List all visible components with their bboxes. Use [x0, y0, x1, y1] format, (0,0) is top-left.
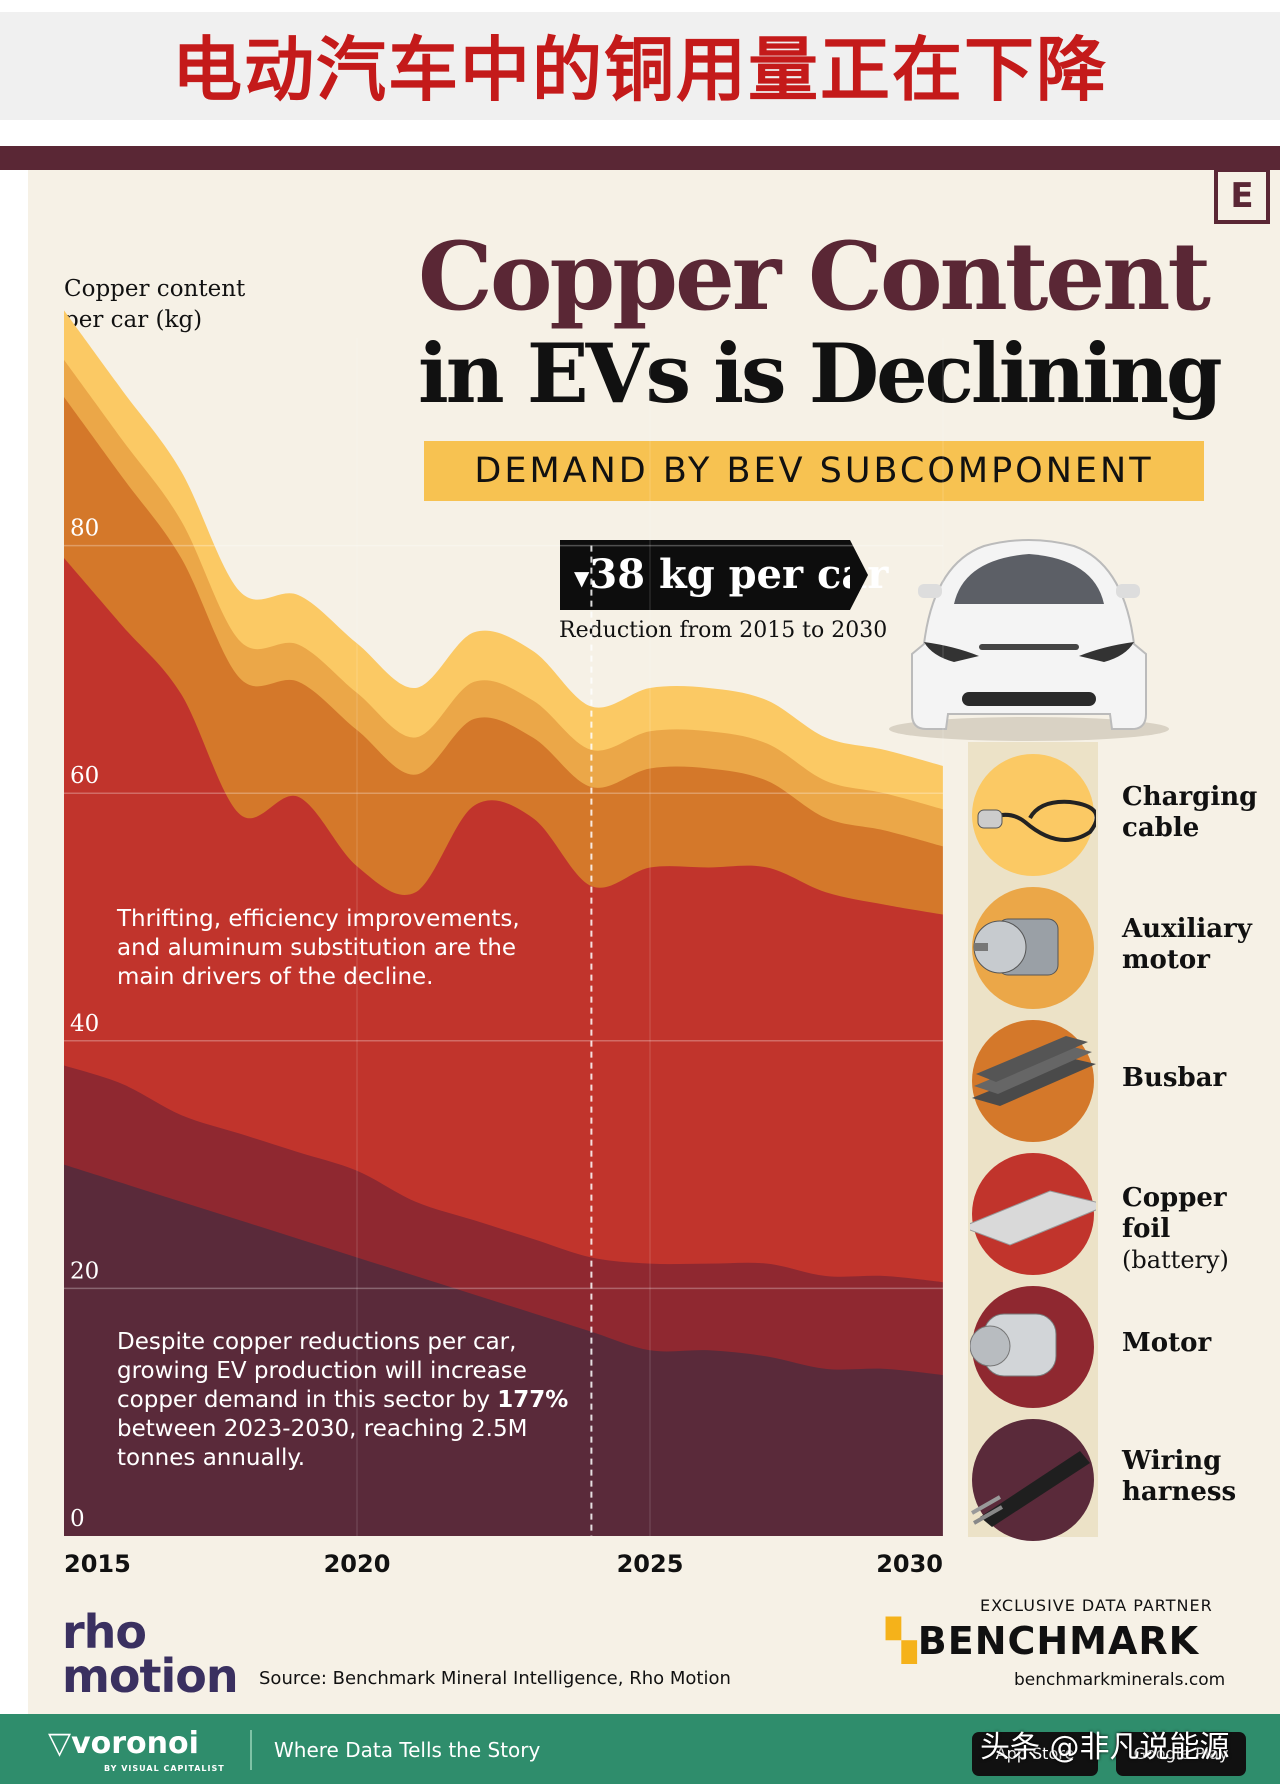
x-tick-label-2030: 2030 — [876, 1550, 943, 1578]
poster-top-band — [0, 146, 1280, 170]
legend-label-wiring-harness: Wiring harness — [1122, 1446, 1237, 1507]
y-tick-label-60: 60 — [70, 763, 99, 789]
reduction-badge-text: 38 kg per car — [589, 551, 889, 598]
publisher-e-logo: E — [1214, 168, 1270, 224]
chart-title-line1: Copper Content — [418, 222, 1211, 332]
legend-auxiliary-motor-icon — [970, 885, 1096, 1011]
rho-logo-line1: rho — [62, 1605, 147, 1659]
chart-note-demand: Despite copper reductions per car, growi… — [117, 1328, 577, 1473]
down-arrow-icon: ▼ — [574, 566, 590, 590]
footer-tagline: Where Data Tells the Story — [274, 1738, 541, 1762]
rho-motion-logo: rho motion — [62, 1605, 239, 1703]
benchmark-mark-icon: ▚ — [886, 1618, 918, 1664]
benchmark-logo: ▚BENCHMARK — [886, 1618, 1199, 1664]
partner-label: EXCLUSIVE DATA PARTNER — [980, 1596, 1213, 1615]
legend-copper-foil-icon — [960, 1151, 1110, 1277]
source-watermark: 头条 @非凡说能源 — [980, 1730, 1230, 1765]
benchmark-url[interactable]: benchmarkminerals.com — [1014, 1670, 1226, 1690]
legend-label-motor: Motor — [1122, 1328, 1212, 1358]
voronoi-sub: BY VISUAL CAPITALIST — [104, 1764, 225, 1773]
legend-motor-icon — [969, 1284, 1096, 1410]
white-car-icon — [889, 539, 1169, 741]
rho-logo-line2: motion — [62, 1649, 239, 1703]
y-tick-label-20: 20 — [70, 1258, 99, 1284]
chart-note-drivers: Thrifting, efficiency improvements, and … — [117, 906, 520, 990]
top-banner: 电动汽车中的铜用量正在下降 — [0, 12, 1280, 120]
note2-text-start: Despite copper reductions per car, growi… — [117, 1329, 527, 1413]
badge-tip-shape — [850, 540, 868, 610]
legend-label-busbar: Busbar — [1122, 1063, 1227, 1093]
source-note: Source: Benchmark Mineral Intelligence, … — [259, 1668, 731, 1689]
y-tick-label-40: 40 — [70, 1011, 99, 1037]
y-tick-label-0: 0 — [70, 1506, 85, 1532]
banner-title: 电动汽车中的铜用量正在下降 — [172, 29, 1108, 111]
chart-subtitle: DEMAND BY BEV SUBCOMPONENT — [424, 441, 1204, 501]
note2-text-end: between 2023-2030, reaching 2.5M tonnes … — [117, 1416, 528, 1471]
voronoi-logo[interactable]: ▽voronoi — [48, 1726, 199, 1761]
chart-title-line2: in EVs is Declining — [418, 327, 1223, 422]
y-axis-title-line1: Copper content — [64, 276, 246, 302]
note2-highlight: 177% — [497, 1387, 569, 1413]
footer-divider — [250, 1730, 252, 1770]
legend-wiring-harness-icon — [970, 1417, 1096, 1543]
legend-busbar-icon — [970, 1018, 1096, 1144]
reduction-caption: Reduction from 2015 to 2030 — [559, 618, 888, 643]
x-tick-label-2025: 2025 — [617, 1550, 684, 1578]
app-store-button[interactable]: App Store — [972, 1732, 1098, 1776]
legend-label-charging-cable: Charging cable — [1122, 782, 1258, 843]
reduction-badge: ▼38 kg per car — [560, 540, 888, 610]
y-axis-title: Copper content per car (kg) — [64, 274, 245, 336]
voronoi-v-icon: ▽ — [48, 1726, 72, 1761]
google-play-button[interactable]: Google Play — [1116, 1732, 1246, 1776]
x-tick-label-2015: 2015 — [64, 1550, 131, 1578]
voronoi-name: voronoi — [71, 1726, 199, 1761]
x-tick-label-2020: 2020 — [324, 1550, 391, 1578]
legend-label-auxiliary-motor: Auxiliary motor — [1122, 914, 1252, 975]
legend-label-copper-foil: Copper foil (battery) — [1122, 1183, 1229, 1274]
area-wiring-harness — [64, 1164, 943, 1536]
y-tick-label-80: 80 — [70, 516, 99, 542]
legend-charging-cable-icon — [970, 752, 1099, 878]
benchmark-name: BENCHMARK — [917, 1619, 1200, 1663]
y-axis-title-line2: per car (kg) — [64, 307, 203, 333]
